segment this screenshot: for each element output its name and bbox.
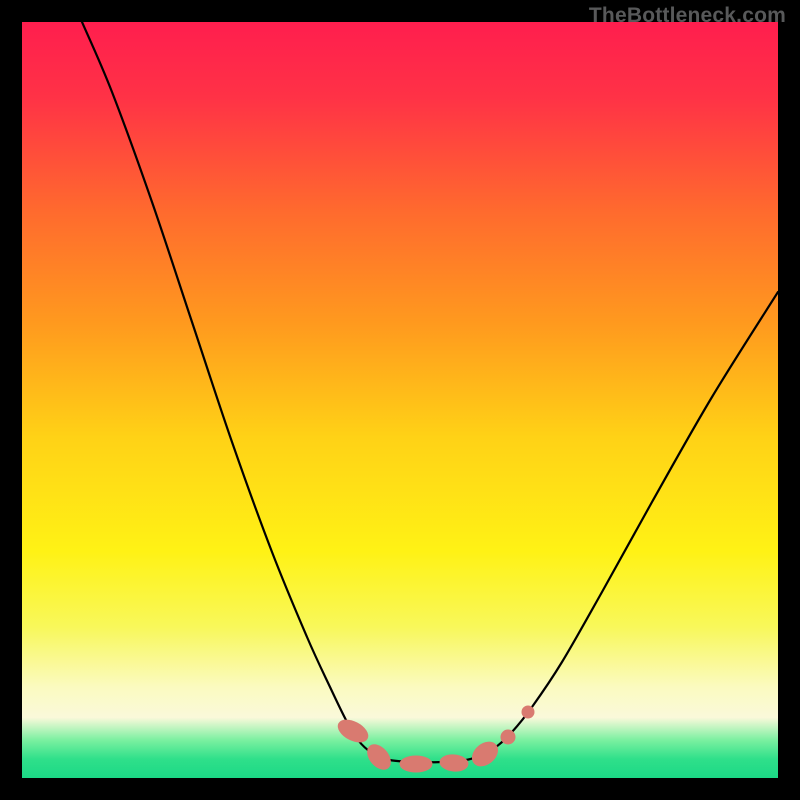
- plot-area: [22, 22, 778, 778]
- curve-marker: [400, 756, 432, 772]
- attribution-label: TheBottleneck.com: [589, 4, 786, 28]
- chart-frame: TheBottleneck.com: [0, 0, 800, 800]
- bottleneck-curve-chart: [22, 22, 778, 778]
- curve-marker: [501, 730, 515, 744]
- chart-background: [22, 22, 778, 778]
- curve-marker: [522, 706, 534, 718]
